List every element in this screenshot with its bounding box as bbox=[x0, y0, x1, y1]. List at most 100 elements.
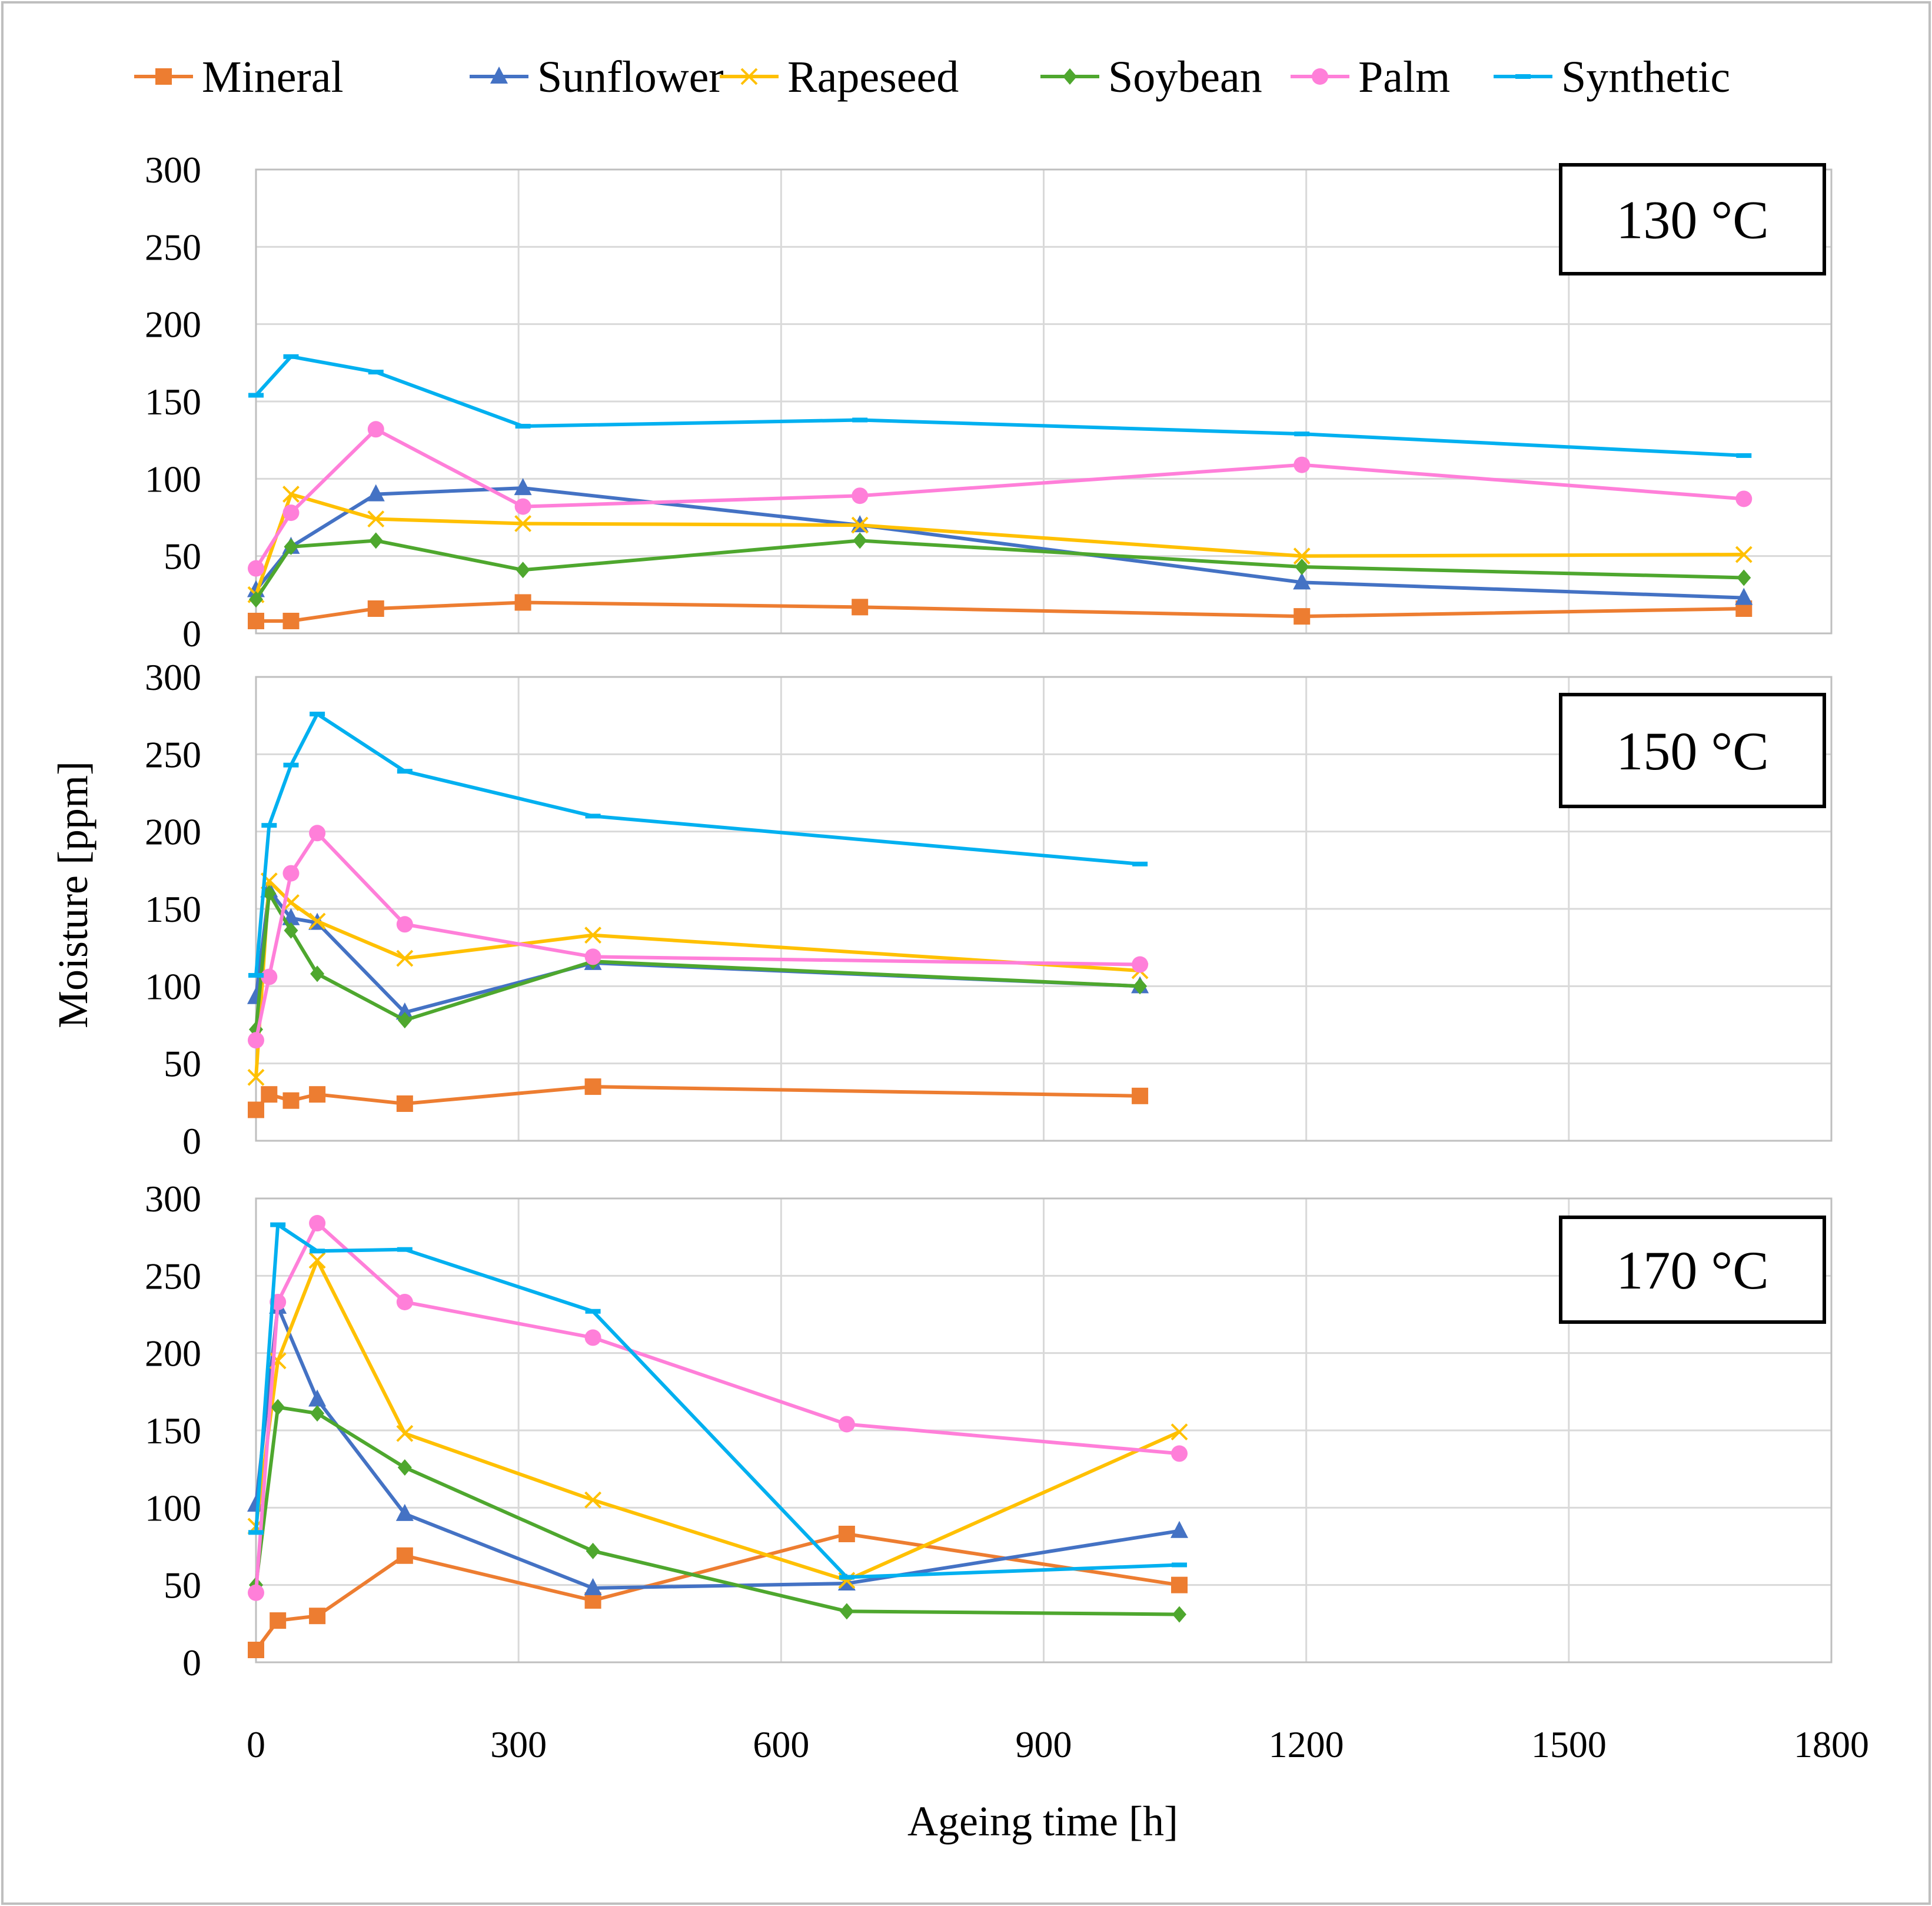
data-point-mineral-6 bbox=[1132, 1087, 1149, 1104]
data-point-soybean-5 bbox=[1295, 559, 1309, 576]
data-point-synthetic-4 bbox=[397, 769, 413, 774]
temperature-box bbox=[1559, 1216, 1826, 1324]
data-point-mineral-1 bbox=[270, 1612, 287, 1629]
data-point-rapeseed-1 bbox=[282, 486, 300, 503]
y-tick-label: 50 bbox=[164, 1565, 201, 1606]
series-soybean bbox=[249, 532, 1751, 608]
temperature-box bbox=[1559, 693, 1826, 808]
y-tick-label: 50 bbox=[164, 1043, 201, 1085]
temperature-label: 130 °C bbox=[1616, 190, 1768, 250]
data-point-palm-2 bbox=[282, 865, 300, 882]
data-point-soybean-4 bbox=[853, 532, 867, 549]
data-point-palm-6 bbox=[1735, 490, 1753, 507]
data-point-synthetic-2 bbox=[283, 762, 299, 768]
plot-area-frame bbox=[255, 1197, 1833, 1663]
data-point-palm-0 bbox=[248, 560, 264, 577]
data-point-rapeseed-2 bbox=[367, 510, 385, 528]
series-mineral bbox=[248, 1078, 1149, 1118]
data-point-palm-5 bbox=[838, 1416, 855, 1433]
data-point-mineral-5 bbox=[838, 1525, 855, 1542]
y-tick-label: 250 bbox=[145, 1255, 201, 1297]
series-synthetic bbox=[248, 354, 1752, 458]
data-point-synthetic-4 bbox=[585, 1309, 601, 1314]
data-point-mineral-6 bbox=[1171, 1576, 1188, 1593]
data-point-sunflower-5 bbox=[1293, 572, 1311, 590]
series-rapeseed bbox=[247, 486, 1753, 603]
temperature-box bbox=[1559, 163, 1826, 275]
series-mineral bbox=[248, 1525, 1188, 1658]
x-tick-label: 1200 bbox=[1269, 1724, 1344, 1765]
data-point-sunflower-3 bbox=[395, 1503, 414, 1521]
data-point-sunflower-2 bbox=[367, 484, 385, 502]
data-point-mineral-2 bbox=[367, 600, 384, 617]
y-tick-label: 300 bbox=[145, 1178, 201, 1220]
legend-label-sunflower: Sunflower bbox=[537, 52, 724, 102]
series-palm bbox=[248, 1215, 1188, 1601]
data-point-synthetic-5 bbox=[839, 1575, 854, 1580]
data-point-synthetic-4 bbox=[852, 417, 868, 423]
data-point-soybean-1 bbox=[284, 538, 298, 555]
data-point-palm-6 bbox=[1171, 1445, 1188, 1462]
data-point-soybean-1 bbox=[262, 885, 277, 902]
y-tick-label: 150 bbox=[145, 381, 201, 423]
legend-item-palm: Palm bbox=[1291, 52, 1450, 102]
data-point-sunflower-6 bbox=[1170, 1520, 1189, 1538]
data-point-soybean-3 bbox=[397, 1459, 412, 1476]
data-point-rapeseed-3 bbox=[396, 1424, 414, 1442]
y-axis-label: Moisture [ppm] bbox=[49, 761, 97, 1028]
x-tick-label: 1500 bbox=[1531, 1724, 1607, 1765]
x-axis-label: Ageing time [h] bbox=[907, 1798, 1178, 1845]
data-point-soybean-4 bbox=[586, 1542, 600, 1559]
legend-item-mineral: Mineral bbox=[134, 52, 344, 102]
data-point-synthetic-6 bbox=[1736, 453, 1752, 458]
data-point-mineral-1 bbox=[261, 1086, 278, 1103]
y-tick-label: 0 bbox=[182, 1120, 201, 1162]
data-point-legend-palm-0 bbox=[1312, 68, 1328, 85]
data-point-rapeseed-0 bbox=[247, 1068, 265, 1086]
legend: Mineral Sunflower Rapeseed Soybean Palm Synth… bbox=[134, 52, 1730, 102]
data-point-rapeseed-5 bbox=[584, 927, 601, 944]
data-point-mineral-0 bbox=[248, 1641, 264, 1658]
data-point-mineral-5 bbox=[1293, 608, 1311, 625]
data-point-synthetic-6 bbox=[1172, 1562, 1188, 1568]
legend-label-soybean: Soybean bbox=[1108, 52, 1262, 102]
y-tick-label: 200 bbox=[145, 1333, 201, 1374]
series-synthetic bbox=[248, 712, 1148, 978]
plot-area-frame bbox=[255, 676, 1833, 1142]
data-point-mineral-0 bbox=[248, 1101, 264, 1118]
data-point-rapeseed-6 bbox=[1735, 546, 1753, 563]
data-point-soybean-3 bbox=[310, 965, 325, 982]
legend-label-palm: Palm bbox=[1358, 52, 1450, 102]
data-point-soybean-6 bbox=[1172, 1606, 1187, 1623]
data-point-palm-3 bbox=[514, 498, 531, 515]
data-point-soybean-2 bbox=[310, 1405, 325, 1422]
data-point-palm-5 bbox=[1293, 456, 1311, 473]
data-point-palm-1 bbox=[282, 504, 300, 522]
data-point-synthetic-5 bbox=[585, 813, 601, 819]
temperature-label: 170 °C bbox=[1616, 1240, 1768, 1300]
data-point-mineral-4 bbox=[396, 1095, 413, 1112]
data-point-palm-1 bbox=[261, 968, 278, 985]
panel-2: 0 50 100 150 200 250 300 150 °C bbox=[145, 656, 1833, 1162]
data-point-mineral-3 bbox=[514, 594, 531, 611]
y-tick-label: 200 bbox=[145, 811, 201, 853]
y-tick-label: 250 bbox=[145, 733, 201, 775]
data-point-soybean-6 bbox=[1737, 569, 1751, 586]
legend-label-synthetic: Synthetic bbox=[1561, 52, 1730, 102]
data-point-mineral-0 bbox=[248, 612, 264, 629]
data-point-synthetic-1 bbox=[270, 1222, 286, 1227]
legend-item-soybean: Soybean bbox=[1040, 52, 1262, 102]
y-tick-label: 300 bbox=[145, 656, 201, 698]
y-tick-label: 100 bbox=[145, 458, 201, 500]
data-point-rapeseed-4 bbox=[584, 1491, 601, 1509]
data-point-rapeseed-5 bbox=[1293, 547, 1311, 565]
chart-panels: 0 50 100 150 200 250 300 130 °C 0 50 100 150 200 250 3… bbox=[145, 149, 1833, 1683]
data-point-sunflower-0 bbox=[247, 1495, 265, 1512]
data-point-rapeseed-4 bbox=[851, 516, 869, 534]
data-point-synthetic-0 bbox=[248, 972, 264, 978]
data-point-rapeseed-2 bbox=[308, 1251, 326, 1269]
data-point-rapeseed-4 bbox=[396, 949, 414, 967]
data-point-soybean-4 bbox=[397, 1012, 412, 1029]
data-point-palm-3 bbox=[309, 825, 326, 842]
data-point-synthetic-5 bbox=[1294, 431, 1310, 437]
